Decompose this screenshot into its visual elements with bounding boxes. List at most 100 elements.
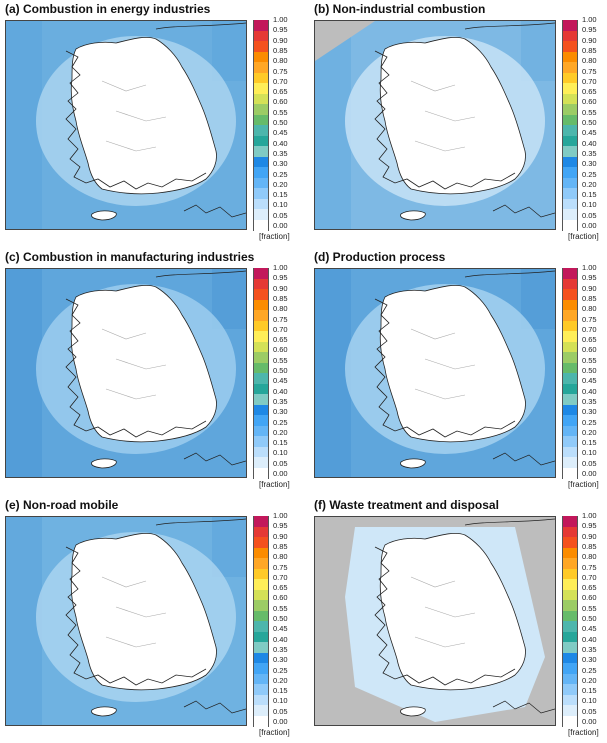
colorbar-swatch	[253, 457, 269, 468]
colorbar-tick-label: 0.35	[273, 644, 288, 654]
colorbar-tick-label: 0.95	[582, 273, 597, 283]
colorbar-tick-label: 0.25	[582, 169, 597, 179]
colorbar-tick-label: 0.95	[582, 25, 597, 35]
colorbar-swatch	[253, 135, 269, 147]
colorbar-tick-label: 0.85	[582, 45, 597, 55]
colorbar-tick-label: 0.55	[273, 107, 288, 117]
colorbar-tick-label: 0.95	[273, 25, 288, 35]
colorbar-tick-label: 0.85	[582, 293, 597, 303]
colorbar-tick-label: 0.15	[273, 686, 288, 696]
colorbar-swatch	[562, 51, 578, 63]
colorbar-swatch	[562, 705, 578, 716]
colorbar-tick-label: 0.35	[273, 148, 288, 158]
colorbar-tick-label: 0.20	[582, 675, 597, 685]
panel-title: (f) Waste treatment and disposal	[314, 498, 499, 512]
colorbar-swatch	[562, 652, 578, 664]
colorbar-tick-label: 0.90	[273, 283, 288, 293]
colorbar-swatch	[562, 341, 578, 353]
colorbar-tick-label: 0.35	[582, 396, 597, 406]
colorbar	[253, 20, 269, 231]
colorbar-tick-label: 1.00	[582, 15, 597, 24]
colorbar-swatch	[253, 383, 269, 395]
colorbar-tick-label: 0.05	[273, 458, 288, 468]
colorbar-ticks: 1.00 0.95 0.90 0.85 0.80 0.75 0.70 0.65 0.60 0.55…	[273, 16, 303, 232]
colorbar-swatch	[562, 568, 578, 580]
colorbar-tick-label: 0.65	[582, 87, 597, 97]
colorbar-tick-label: 0.05	[582, 210, 597, 220]
colorbar-swatch	[253, 684, 269, 695]
colorbar-tick-label: 0.30	[273, 655, 288, 665]
colorbar-tick-label: 0.15	[582, 438, 597, 448]
colorbar-tick-label: 0.65	[273, 583, 288, 593]
panel-b: (b) Non-industrial combustion 1.00 0.95 0.…	[314, 2, 607, 247]
colorbar-tick-label: 0.15	[582, 190, 597, 200]
colorbar-tick-label: 0.05	[273, 706, 288, 716]
colorbar-tick-label: 0.00	[273, 469, 288, 478]
colorbar-tick-label: 0.70	[273, 76, 288, 86]
colorbar-swatch	[253, 467, 269, 479]
colorbar-tick-label: 0.45	[273, 376, 288, 386]
colorbar-ticks: 1.00 0.95 0.90 0.85 0.80 0.75 0.70 0.65 0.60 0.55…	[273, 512, 303, 728]
colorbar-tick-label: 0.70	[273, 572, 288, 582]
colorbar-swatch	[253, 705, 269, 716]
colorbar-swatch	[253, 20, 269, 31]
colorbar-tick-label: 0.45	[273, 624, 288, 634]
colorbar-tick-label: 0.25	[582, 417, 597, 427]
colorbar-tick-label: 0.05	[582, 458, 597, 468]
colorbar-tick-label: 0.85	[273, 293, 288, 303]
colorbar-swatch	[562, 589, 578, 601]
colorbar-tick-label: 0.25	[273, 169, 288, 179]
colorbar-swatch	[253, 188, 269, 199]
panel-title: (c) Combustion in manufacturing industri…	[5, 250, 255, 264]
colorbar-swatch	[253, 209, 269, 220]
colorbar-tick-label: 0.55	[582, 107, 597, 117]
colorbar-swatch	[253, 51, 269, 63]
colorbar-tick-label: 0.45	[273, 128, 288, 138]
colorbar-swatch	[562, 362, 578, 374]
colorbar-tick-label: 0.60	[273, 593, 288, 603]
colorbar-swatch	[562, 394, 578, 405]
colorbar-swatch	[253, 373, 269, 384]
colorbar-tick-label: 0.10	[582, 696, 597, 706]
colorbar-swatch	[253, 394, 269, 405]
colorbar-swatch	[562, 104, 578, 115]
colorbar-tick-label: 0.30	[582, 159, 597, 169]
colorbar-tick-label: 0.15	[273, 438, 288, 448]
colorbar-swatch	[253, 268, 269, 279]
colorbar-tick-label: 1.00	[582, 263, 597, 272]
colorbar-swatch	[253, 547, 269, 559]
colorbar-swatch	[562, 167, 578, 178]
colorbar-swatch	[253, 331, 269, 342]
colorbar-swatch	[562, 446, 578, 458]
colorbar	[562, 268, 578, 479]
colorbar-swatch	[253, 156, 269, 168]
colorbar-tick-label: 0.20	[273, 179, 288, 189]
colorbar-tick-label: 0.75	[273, 562, 288, 572]
colorbar-swatch	[562, 526, 578, 538]
colorbar-swatch	[253, 568, 269, 580]
colorbar-tick-label: 0.70	[273, 324, 288, 334]
colorbar-unit: [fraction]	[259, 728, 290, 737]
colorbar-swatch	[562, 694, 578, 706]
colorbar-swatch	[562, 268, 578, 279]
colorbar	[253, 268, 269, 479]
colorbar-swatch	[253, 652, 269, 664]
colorbar-swatch	[253, 415, 269, 426]
colorbar-tick-label: 0.50	[273, 614, 288, 623]
colorbar-tick-label: 0.05	[273, 210, 288, 220]
colorbar-swatch	[253, 663, 269, 674]
colorbar-tick-label: 0.05	[582, 706, 597, 716]
colorbar-tick-label: 0.60	[273, 97, 288, 107]
colorbar-tick-label: 0.50	[273, 366, 288, 375]
colorbar-swatch	[253, 177, 269, 189]
colorbar-swatch	[562, 600, 578, 611]
colorbar-tick-label: 0.30	[273, 407, 288, 417]
fraction-map	[5, 268, 247, 478]
panel-a: (a) Combustion in energy industries 1.00…	[5, 2, 300, 247]
colorbar-swatch	[253, 404, 269, 416]
colorbar-swatch	[562, 289, 578, 300]
colorbar-swatch	[562, 83, 578, 94]
colorbar-tick-label: 0.40	[582, 634, 597, 644]
colorbar-tick-label: 0.75	[582, 66, 597, 76]
colorbar-unit: [fraction]	[568, 728, 599, 737]
